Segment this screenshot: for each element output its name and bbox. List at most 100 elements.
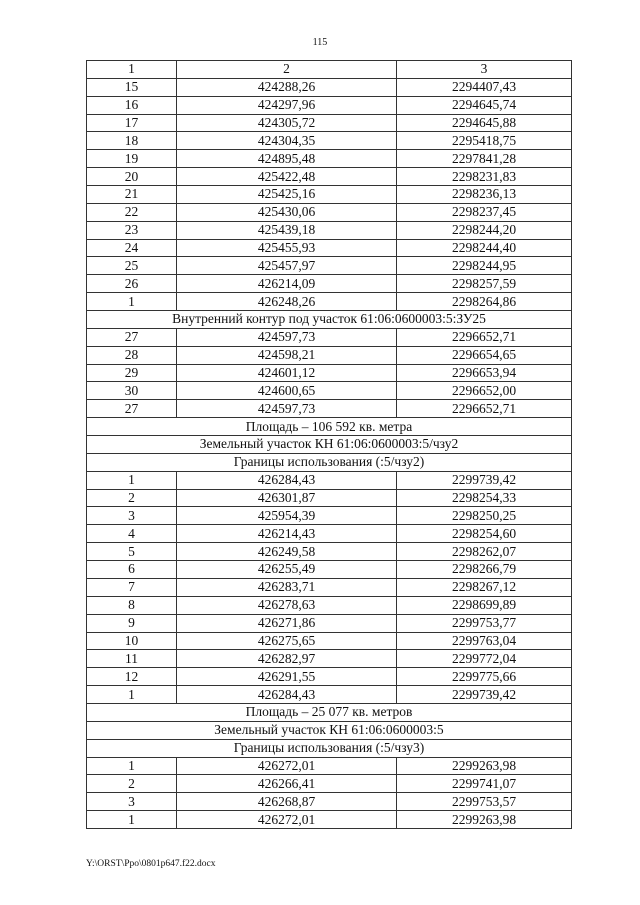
- x-coordinate: 426301,87: [176, 488, 397, 508]
- table-row: 2 426266,41 2299741,07: [86, 774, 572, 794]
- table-row: 7 426283,71 2298267,12: [86, 577, 572, 597]
- table-row: 30 424600,65 2296652,00: [86, 381, 572, 401]
- x-coordinate: 426283,71: [176, 577, 397, 597]
- x-coordinate: 426284,43: [176, 685, 397, 704]
- x-coordinate: 424597,73: [176, 399, 397, 419]
- point-number: 27: [86, 327, 177, 347]
- table-row: 21 425425,16 2298236,13: [86, 185, 572, 204]
- table-row: 11 426282,97 2299772,04: [86, 649, 572, 669]
- point-number: 18: [86, 131, 177, 151]
- x-coordinate: 426278,63: [176, 595, 397, 615]
- section-heading-row: Границы использования (:5/чзу2): [86, 452, 572, 472]
- header-cell: 1: [86, 60, 177, 79]
- table-row: 20 425422,48 2298231,83: [86, 167, 572, 187]
- x-coordinate: 425425,16: [176, 185, 397, 204]
- point-number: 19: [86, 149, 177, 169]
- y-coordinate: 2299741,07: [396, 774, 572, 794]
- coordinates-table: 1 2 3 15 424288,26 2294407,43 16 424297,96 22…: [86, 60, 572, 829]
- y-coordinate: 2297841,28: [396, 149, 572, 169]
- point-number: 5: [86, 542, 177, 562]
- table-row: 6 426255,49 2298266,79: [86, 560, 572, 579]
- point-number: 8: [86, 595, 177, 615]
- table-row: 10 426275,65 2299763,04: [86, 631, 572, 651]
- y-coordinate: 2299739,42: [396, 470, 572, 490]
- y-coordinate: 2296652,71: [396, 399, 572, 419]
- y-coordinate: 2294407,43: [396, 77, 572, 97]
- x-coordinate: 425439,18: [176, 220, 397, 240]
- y-coordinate: 2299739,42: [396, 685, 572, 704]
- section-heading-row: Границы использования (:5/чзу3): [86, 738, 572, 758]
- y-coordinate: 2298257,59: [396, 274, 572, 294]
- y-coordinate: 2298231,83: [396, 167, 572, 187]
- x-coordinate: 424297,96: [176, 95, 397, 115]
- x-coordinate: 426249,58: [176, 542, 397, 562]
- table-row: 1 426284,43 2299739,42: [86, 685, 572, 704]
- y-coordinate: 2298244,95: [396, 256, 572, 276]
- y-coordinate: 2299772,04: [396, 649, 572, 669]
- table-row: 22 425430,06 2298237,45: [86, 202, 572, 222]
- point-number: 22: [86, 202, 177, 222]
- table-header-row: 1 2 3: [86, 60, 572, 79]
- y-coordinate: 2299775,66: [396, 667, 572, 687]
- x-coordinate: 426284,43: [176, 470, 397, 490]
- y-coordinate: 2298250,25: [396, 506, 572, 526]
- section-heading: Земельный участок КН 61:06:0600003:5: [86, 720, 572, 740]
- y-coordinate: 2296652,71: [396, 327, 572, 347]
- table-row: 5 426249,58 2298262,07: [86, 542, 572, 562]
- table-row: 4 426214,43 2298254,60: [86, 524, 572, 544]
- section-heading-row: Внутренний контур под участок 61:06:0600…: [86, 310, 572, 329]
- y-coordinate: 2299763,04: [396, 631, 572, 651]
- x-coordinate: 426266,41: [176, 774, 397, 794]
- y-coordinate: 2298244,40: [396, 238, 572, 258]
- x-coordinate: 426291,55: [176, 667, 397, 687]
- point-number: 3: [86, 792, 177, 812]
- table-row: 16 424297,96 2294645,74: [86, 95, 572, 115]
- file-path-footer: Y:\ORST\Рро\0801p647.f22.docx: [86, 859, 216, 869]
- point-number: 20: [86, 167, 177, 187]
- x-coordinate: 426248,26: [176, 292, 397, 312]
- point-number: 29: [86, 363, 177, 383]
- point-number: 1: [86, 756, 177, 776]
- section-heading: Границы использования (:5/чзу3): [86, 738, 572, 758]
- y-coordinate: 2296652,00: [396, 381, 572, 401]
- point-number: 12: [86, 667, 177, 687]
- y-coordinate: 2298262,07: [396, 542, 572, 562]
- point-number: 2: [86, 488, 177, 508]
- x-coordinate: 425457,97: [176, 256, 397, 276]
- section-heading-row: Площадь – 106 592 кв. метра: [86, 417, 572, 437]
- point-number: 28: [86, 345, 177, 365]
- x-coordinate: 426272,01: [176, 756, 397, 776]
- table-row: 25 425457,97 2298244,95: [86, 256, 572, 276]
- point-number: 1: [86, 470, 177, 490]
- x-coordinate: 426268,87: [176, 792, 397, 812]
- x-coordinate: 426255,49: [176, 560, 397, 579]
- header-cell: 3: [396, 60, 572, 79]
- point-number: 6: [86, 560, 177, 579]
- y-coordinate: 2298244,20: [396, 220, 572, 240]
- x-coordinate: 424601,12: [176, 363, 397, 383]
- table-row: 27 424597,73 2296652,71: [86, 399, 572, 419]
- table-row: 18 424304,35 2295418,75: [86, 131, 572, 151]
- point-number: 26: [86, 274, 177, 294]
- x-coordinate: 425954,39: [176, 506, 397, 526]
- point-number: 30: [86, 381, 177, 401]
- table-row: 26 426214,09 2298257,59: [86, 274, 572, 294]
- point-number: 16: [86, 95, 177, 115]
- x-coordinate: 426272,01: [176, 810, 397, 829]
- x-coordinate: 425455,93: [176, 238, 397, 258]
- y-coordinate: 2298254,33: [396, 488, 572, 508]
- y-coordinate: 2299753,77: [396, 613, 572, 633]
- point-number: 17: [86, 113, 177, 133]
- table-row: 12 426291,55 2299775,66: [86, 667, 572, 687]
- x-coordinate: 426214,09: [176, 274, 397, 294]
- x-coordinate: 424600,65: [176, 381, 397, 401]
- point-number: 9: [86, 613, 177, 633]
- table-row: 1 426272,01 2299263,98: [86, 756, 572, 776]
- x-coordinate: 424598,21: [176, 345, 397, 365]
- x-coordinate: 424304,35: [176, 131, 397, 151]
- point-number: 21: [86, 185, 177, 204]
- table-row: 8 426278,63 2298699,89: [86, 595, 572, 615]
- point-number: 1: [86, 685, 177, 704]
- x-coordinate: 426271,86: [176, 613, 397, 633]
- x-coordinate: 425422,48: [176, 167, 397, 187]
